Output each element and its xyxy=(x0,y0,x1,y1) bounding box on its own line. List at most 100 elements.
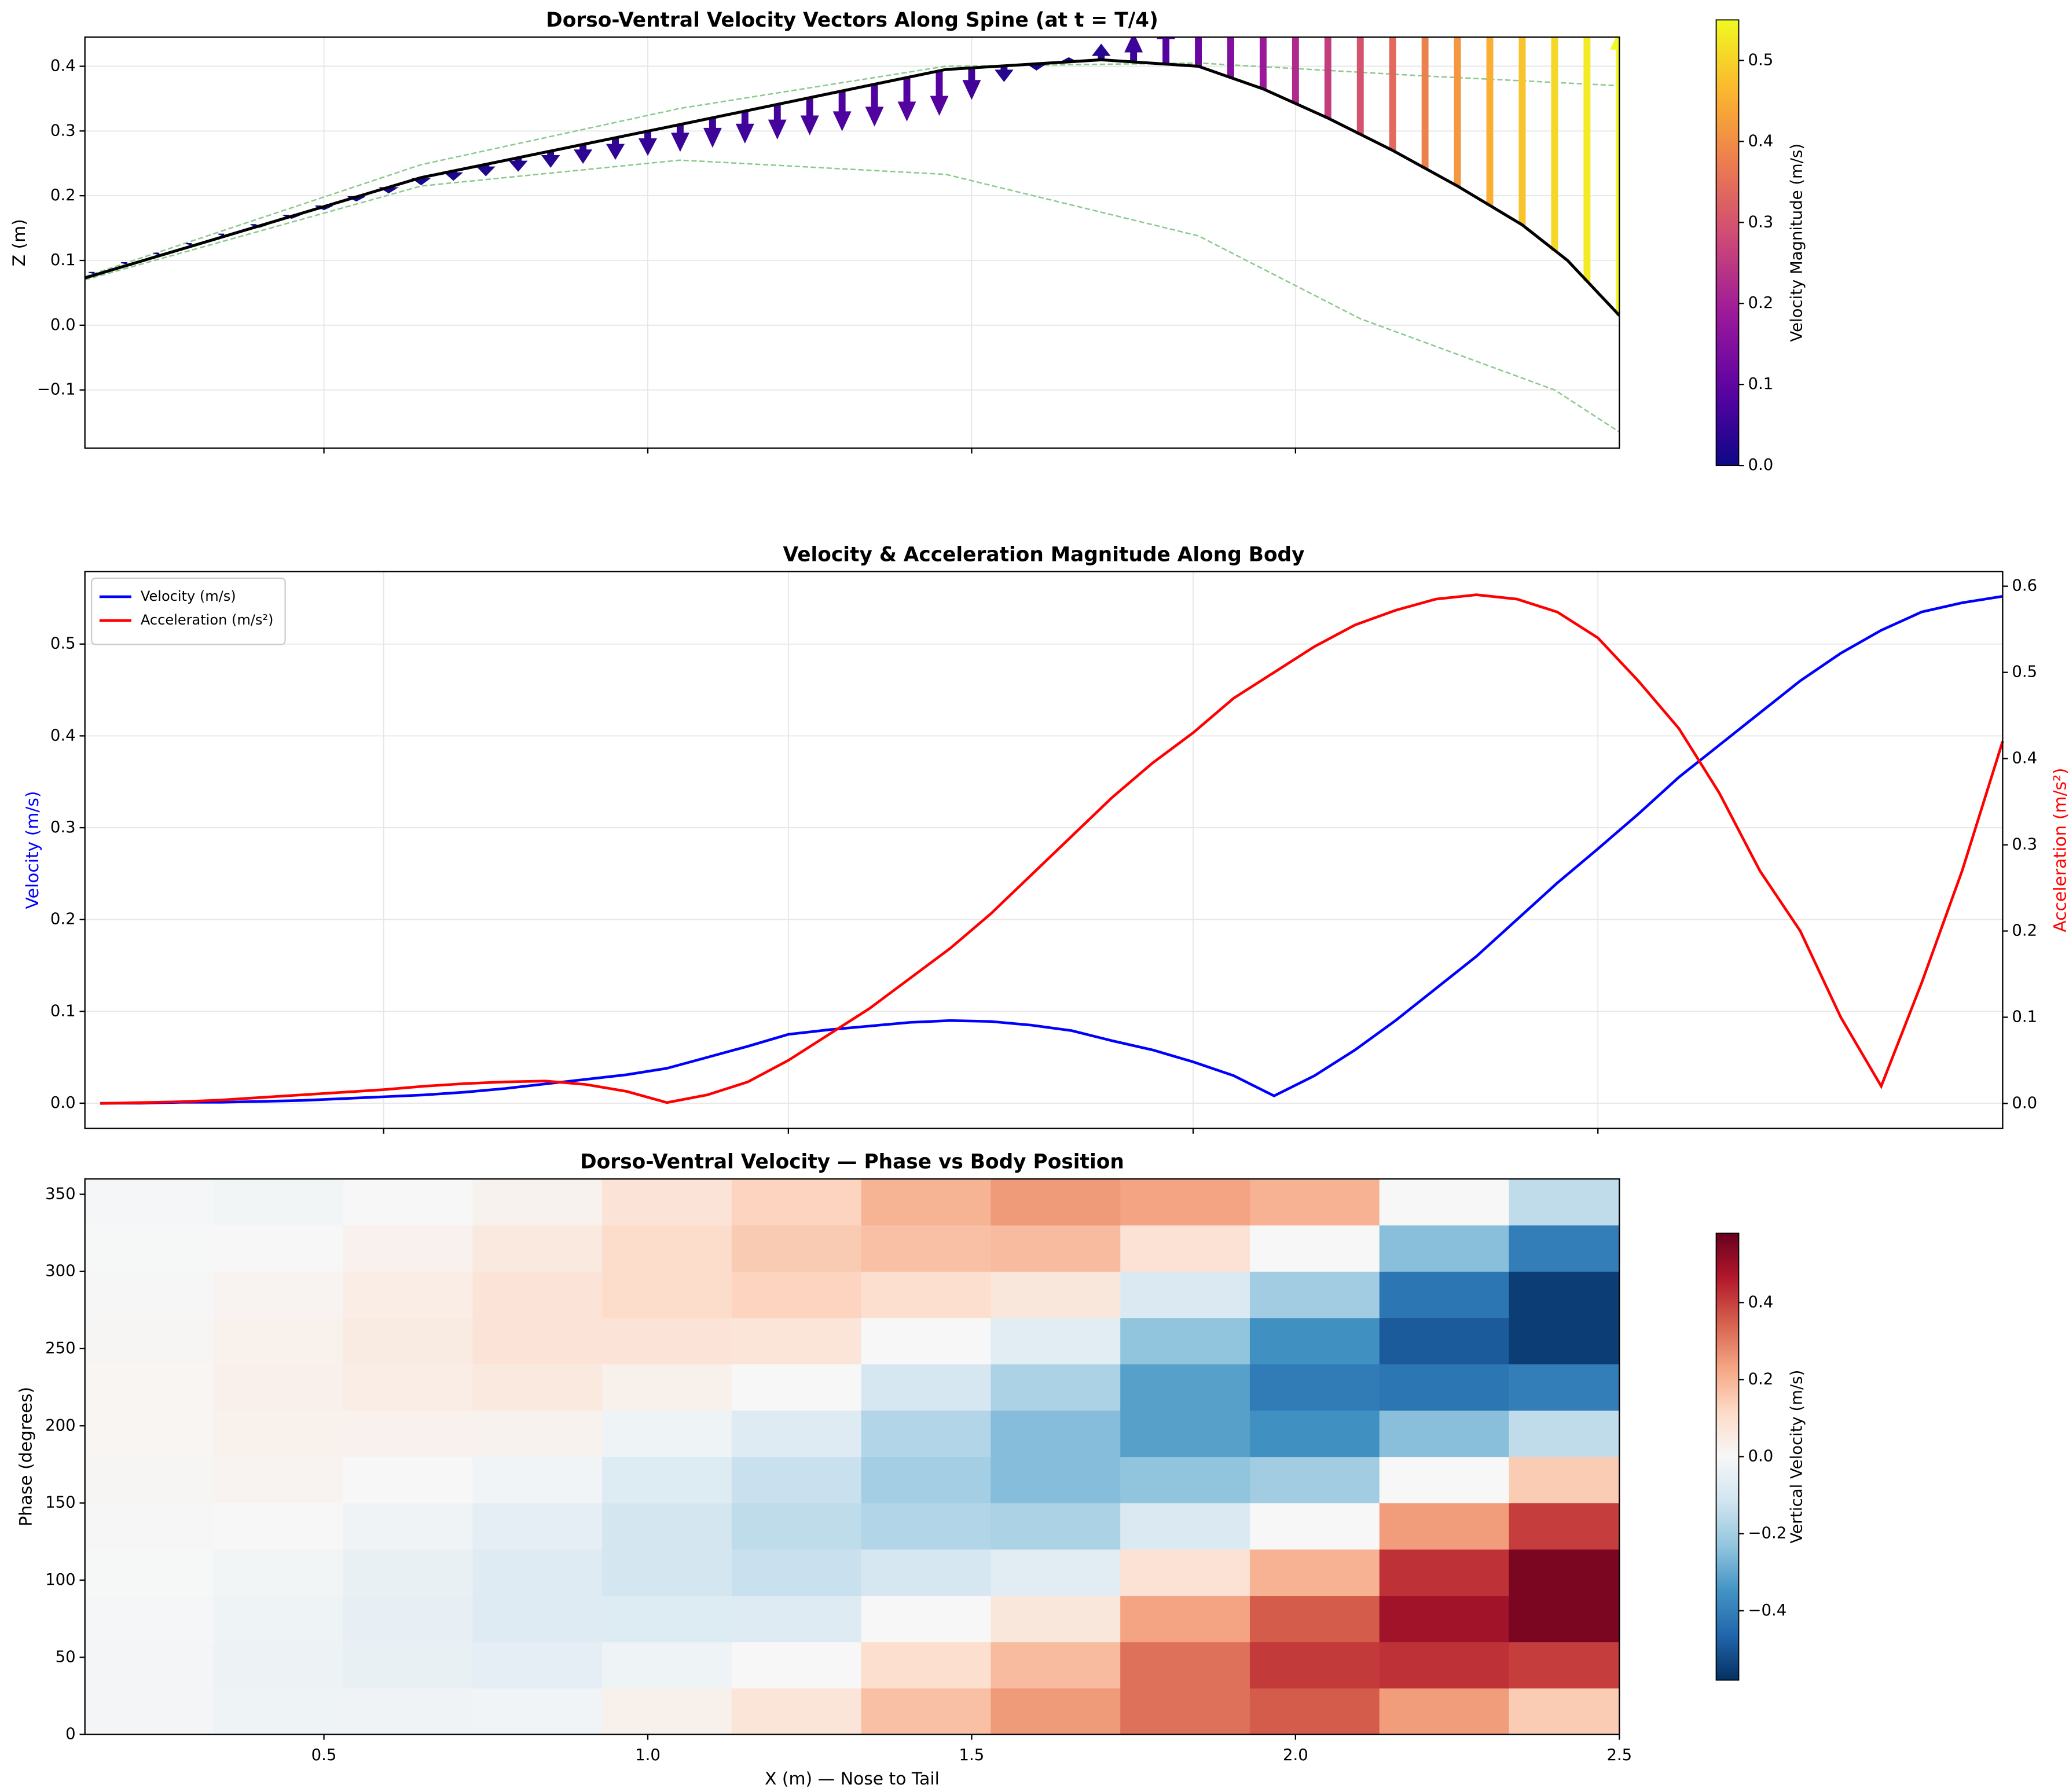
heatmap-cell xyxy=(731,1178,862,1226)
velocity-arrow xyxy=(1356,37,1364,135)
heatmap-cell xyxy=(731,1364,862,1411)
heatmap-cell xyxy=(343,1317,474,1365)
heatmap-cell xyxy=(1379,1178,1510,1226)
y-tick-label: −0.1 xyxy=(37,380,76,399)
heatmap-cell xyxy=(991,1642,1121,1689)
heatmap-cell xyxy=(731,1410,862,1457)
velocity-arrow xyxy=(1227,37,1234,78)
colorbar-tick-label: 0.2 xyxy=(1748,1370,1774,1389)
heatmap-cell xyxy=(1379,1688,1510,1735)
heatmap-cell xyxy=(1249,1503,1380,1550)
colorbar-label: Velocity Magnitude (m/s) xyxy=(1787,144,1806,342)
heatmap-cell xyxy=(731,1549,862,1596)
heatmap-cell xyxy=(472,1271,603,1319)
y-tick-label: 0.4 xyxy=(50,56,76,75)
velocity-arrow xyxy=(1292,37,1299,104)
spine-line xyxy=(85,58,1620,317)
y-axis-label: Phase (degrees) xyxy=(16,1387,36,1526)
heatmap-cell xyxy=(343,1271,474,1319)
heatmap-cell xyxy=(991,1178,1121,1226)
velocity-arrow xyxy=(1610,37,1620,316)
heatmap-cell xyxy=(1509,1410,1620,1457)
colorbar-tick-label: 0.3 xyxy=(1748,212,1774,231)
velocity-arrow xyxy=(606,137,625,160)
heatmap-cell xyxy=(602,1364,733,1411)
heatmap-cell xyxy=(85,1549,214,1596)
heatmap-cell xyxy=(213,1178,344,1226)
heatmap-cell xyxy=(602,1642,733,1689)
velocity-arrow xyxy=(768,104,787,140)
heatmap-cell xyxy=(85,1642,214,1689)
heatmap-cell xyxy=(1379,1364,1510,1411)
velocity-arrow xyxy=(1124,37,1143,63)
heatmap-cell xyxy=(213,1317,344,1365)
heatmap-cell xyxy=(472,1642,603,1689)
heatmap-cell xyxy=(1379,1503,1510,1550)
y-tick-label: 0 xyxy=(65,1725,76,1743)
y-tick-label: 0.2 xyxy=(50,910,76,928)
y-tick-label: 0.5 xyxy=(50,634,76,653)
velocity-arrow xyxy=(832,90,852,131)
heatmap-cell xyxy=(472,1410,603,1457)
y-tick-label: 350 xyxy=(45,1184,75,1203)
velocity-arrow xyxy=(573,144,593,164)
y-tick-label: 50 xyxy=(56,1647,76,1666)
heatmap-cell xyxy=(602,1595,733,1643)
velocity-arrow xyxy=(735,111,754,144)
heatmap-cell xyxy=(602,1225,733,1272)
heatmap-cell xyxy=(1249,1410,1380,1457)
heatmap-cell xyxy=(991,1410,1121,1457)
heatmap-cell xyxy=(85,1271,214,1319)
heatmap-cell xyxy=(602,1456,733,1504)
plot-area xyxy=(85,37,1620,433)
heatmap-cell xyxy=(602,1688,733,1735)
velocity-arrow xyxy=(1389,37,1396,151)
heatmap-cell xyxy=(85,1410,214,1457)
heatmap-cell xyxy=(861,1456,992,1504)
heatmap-cell xyxy=(472,1364,603,1411)
velocity-arrow xyxy=(1583,37,1591,282)
heatmap-cell xyxy=(861,1688,992,1735)
heatmap-cell xyxy=(1120,1225,1251,1272)
velocity-arrow xyxy=(1091,43,1111,60)
heatmap-cell xyxy=(1249,1456,1380,1504)
heatmap-cell xyxy=(991,1503,1121,1550)
velocity-arrow xyxy=(962,67,981,100)
heatmap-cell xyxy=(213,1642,344,1689)
y-axis-label: Z (m) xyxy=(9,219,30,266)
colorbar-tick-label: −0.2 xyxy=(1748,1524,1787,1543)
heatmap-cell xyxy=(1249,1642,1380,1689)
heatmap-cell xyxy=(472,1317,603,1365)
heatmap-cell xyxy=(991,1595,1121,1643)
heatmap-cell xyxy=(861,1225,992,1272)
velocity-arrow xyxy=(670,124,689,152)
y2-tick-label: 0.0 xyxy=(2012,1093,2037,1112)
heatmap-cell xyxy=(343,1688,474,1735)
heatmap-cell xyxy=(1120,1410,1251,1457)
colorbar-tick-label: 0.5 xyxy=(1748,50,1774,69)
colorbar-tick-label: −0.4 xyxy=(1748,1601,1787,1620)
y2-tick-label: 0.3 xyxy=(2012,835,2037,854)
y-tick-label: 300 xyxy=(45,1262,75,1280)
velocity-arrow xyxy=(1259,37,1267,90)
series-line xyxy=(100,594,2003,1105)
heatmap-cell xyxy=(861,1410,992,1457)
heatmap-cell xyxy=(1379,1642,1510,1689)
heatmap-cell xyxy=(343,1642,474,1689)
chart-title: Dorso-Ventral Velocity Vectors Along Spi… xyxy=(546,9,1158,32)
velocity-arrow xyxy=(1486,37,1494,206)
heatmap-cell xyxy=(343,1503,474,1550)
heatmap-cell xyxy=(861,1178,992,1226)
envelope-line xyxy=(85,159,1620,433)
heatmap-cell xyxy=(1120,1642,1251,1689)
heatmap-cell xyxy=(1509,1595,1620,1643)
heatmap-cell xyxy=(343,1595,474,1643)
velocity-arrow xyxy=(703,117,722,148)
x-tick-label: 1.5 xyxy=(959,1746,985,1764)
y-tick-label: 0.1 xyxy=(50,251,76,269)
legend-label: Acceleration (m/s²) xyxy=(141,612,274,628)
heatmap-cell xyxy=(1120,1595,1251,1643)
heatmap-cell xyxy=(1249,1271,1380,1319)
heatmap-cell xyxy=(213,1225,344,1272)
heatmap-cell xyxy=(213,1503,344,1550)
